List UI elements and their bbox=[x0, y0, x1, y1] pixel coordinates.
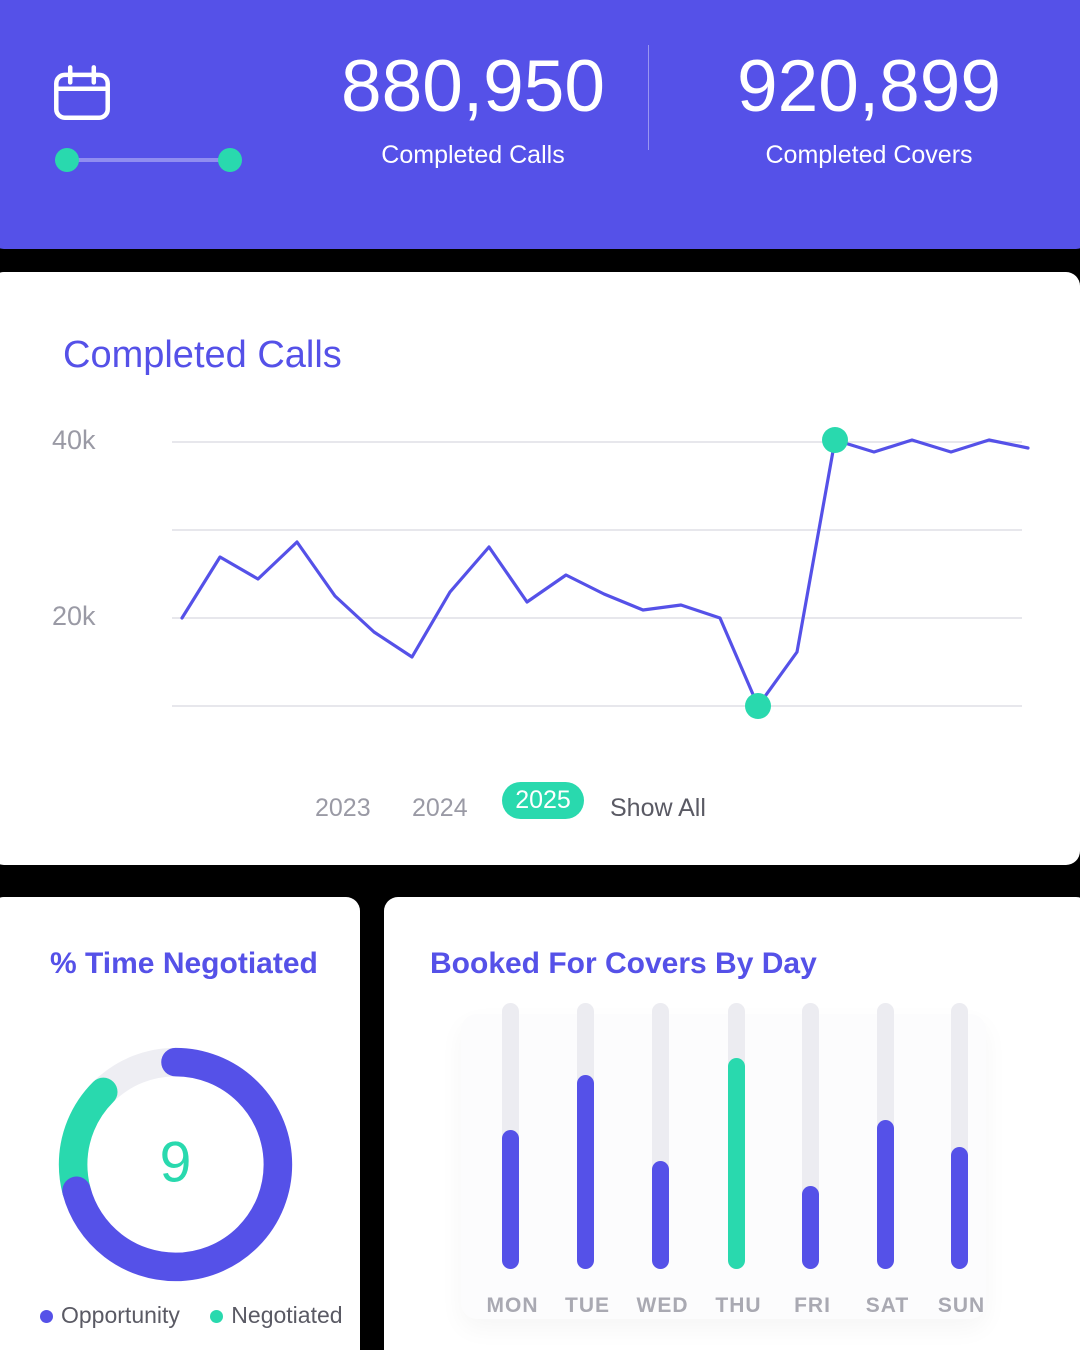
svg-text:40k: 40k bbox=[52, 425, 96, 455]
svg-text:9: 9 bbox=[160, 1130, 192, 1194]
svg-text:20k: 20k bbox=[52, 601, 96, 631]
